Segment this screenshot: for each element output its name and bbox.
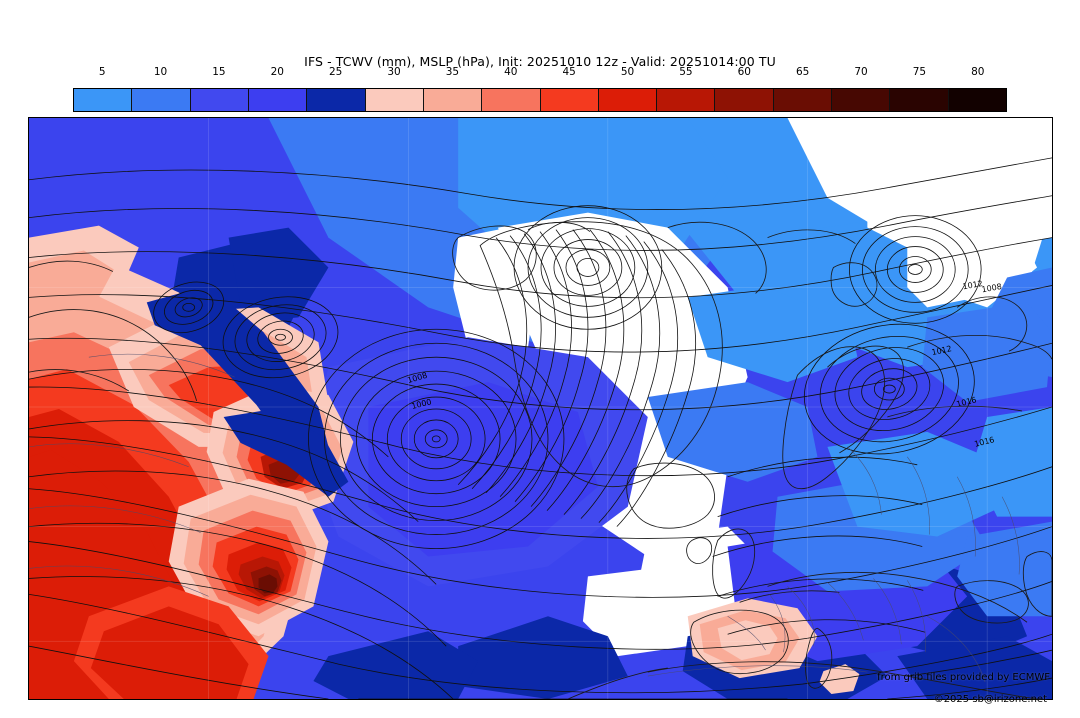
- page-title: IFS - TCWV (mm), MSLP (hPa), Init: 20251…: [304, 54, 776, 69]
- colorbar-tick-70: 70: [854, 66, 868, 78]
- colorbar-swatch-9: [598, 89, 658, 111]
- colorbar-tick-50: 50: [620, 66, 635, 78]
- colorbar-swatch-3: [248, 89, 308, 111]
- colorbar-swatch-12: [773, 89, 833, 111]
- map-plot-area: 1008 1000 1012 1016 1016 1012 1008: [28, 117, 1053, 700]
- colorbar-swatch-10: [657, 89, 716, 111]
- colorbar-swatch-11: [715, 89, 774, 111]
- colorbar: 5 10 15 20 25 30 35 40 45 50 55 60 65 70 75 80: [73, 66, 1007, 112]
- colorbar-tick-35: 35: [445, 66, 460, 78]
- colorbar-swatch-1: [132, 89, 191, 111]
- colorbar-tick-55: 55: [679, 66, 693, 78]
- colorbar-tick-60: 60: [737, 66, 751, 78]
- colorbar-tick-20: 20: [270, 66, 284, 78]
- colorbar-tick-80: 80: [971, 66, 985, 78]
- colorbar-swatches: [73, 88, 1007, 112]
- colorbar-tick-25: 25: [329, 66, 343, 78]
- colorbar-tick-45: 45: [562, 66, 576, 78]
- svg-text:1012: 1012: [962, 279, 984, 291]
- mslp-isobars: [29, 157, 1052, 699]
- colorbar-swatch-13: [832, 89, 891, 111]
- colorbar-swatch-15: [948, 89, 1006, 111]
- map-svg: 1008 1000 1012 1016 1016 1012 1008: [29, 118, 1052, 699]
- colorbar-tick-10: 10: [153, 66, 168, 78]
- colorbar-swatch-0: [74, 89, 133, 111]
- colorbar-tick-5: 5: [98, 66, 106, 78]
- colorbar-tick-labels: 5 10 15 20 25 30 35 40 45 50 55 60 65 70 75 80: [73, 66, 1007, 84]
- graticule: [29, 118, 1052, 699]
- tcwv-iberia-warm: [687, 598, 860, 695]
- svg-text:1012: 1012: [931, 344, 953, 357]
- colorbar-tick-15: 15: [212, 66, 226, 78]
- colorbar-swatch-5: [365, 89, 424, 111]
- tcwv-warm-plume: [29, 225, 354, 699]
- copyright-credit: ©2025 sb@irizone.net: [933, 694, 1047, 705]
- colorbar-swatch-6: [423, 89, 483, 111]
- colorbar-tick-75: 75: [912, 66, 927, 78]
- colorbar-tick-65: 65: [796, 66, 810, 78]
- colorbar-swatch-2: [190, 89, 249, 111]
- colorbar-swatch-7: [482, 89, 541, 111]
- colorbar-swatch-14: [890, 89, 949, 111]
- political-borders: [29, 353, 1020, 683]
- data-source-credit: from grib files provided by ECMWF: [877, 672, 1050, 683]
- colorbar-swatch-8: [540, 89, 599, 111]
- svg-text:1008: 1008: [981, 282, 1003, 294]
- coastlines: [29, 221, 1052, 699]
- colorbar-swatch-4: [307, 89, 366, 111]
- colorbar-tick-30: 30: [387, 66, 401, 78]
- colorbar-tick-40: 40: [504, 66, 518, 78]
